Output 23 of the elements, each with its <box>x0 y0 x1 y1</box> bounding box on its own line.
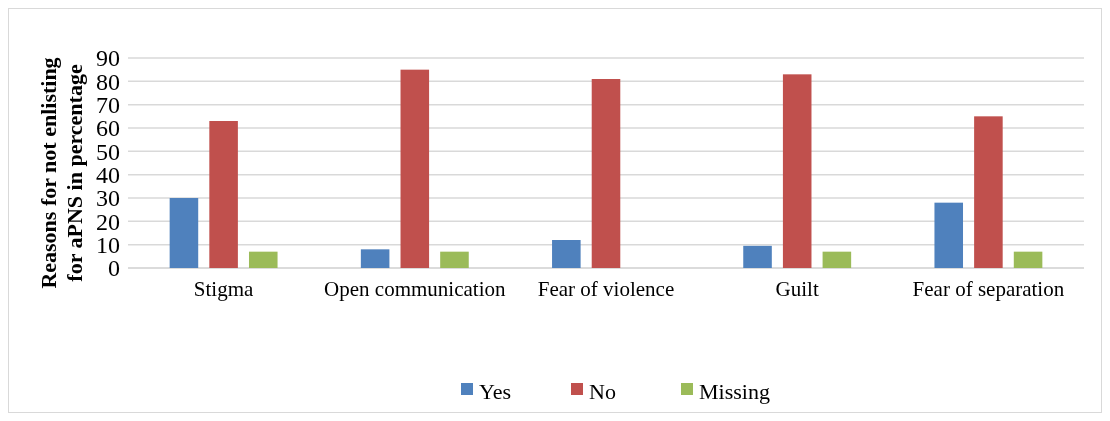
bar <box>440 251 469 268</box>
bar <box>248 251 278 268</box>
bar <box>552 240 581 268</box>
bar <box>169 198 199 268</box>
bar <box>400 69 430 268</box>
bar <box>974 116 1003 268</box>
x-tick-label: Guilt <box>775 277 819 301</box>
legend-label: No <box>589 378 616 404</box>
bar <box>591 79 621 268</box>
bar <box>209 121 238 268</box>
bar <box>360 249 390 268</box>
x-tick-label: Fear of violence <box>537 277 675 301</box>
y-axis-title: Reasons for not enlisting for aPNS in percentage <box>36 57 87 289</box>
x-tick-label: Open communication <box>324 277 506 301</box>
legend-label: Missing <box>699 378 770 404</box>
bar <box>934 202 964 268</box>
x-tick-label: Fear of separation <box>912 277 1065 301</box>
x-tick-label: Stigma <box>193 277 255 301</box>
bar <box>782 74 812 268</box>
legend-label: Yes <box>479 378 512 404</box>
bar <box>1013 251 1043 268</box>
bar <box>822 251 852 268</box>
bar <box>743 245 772 268</box>
